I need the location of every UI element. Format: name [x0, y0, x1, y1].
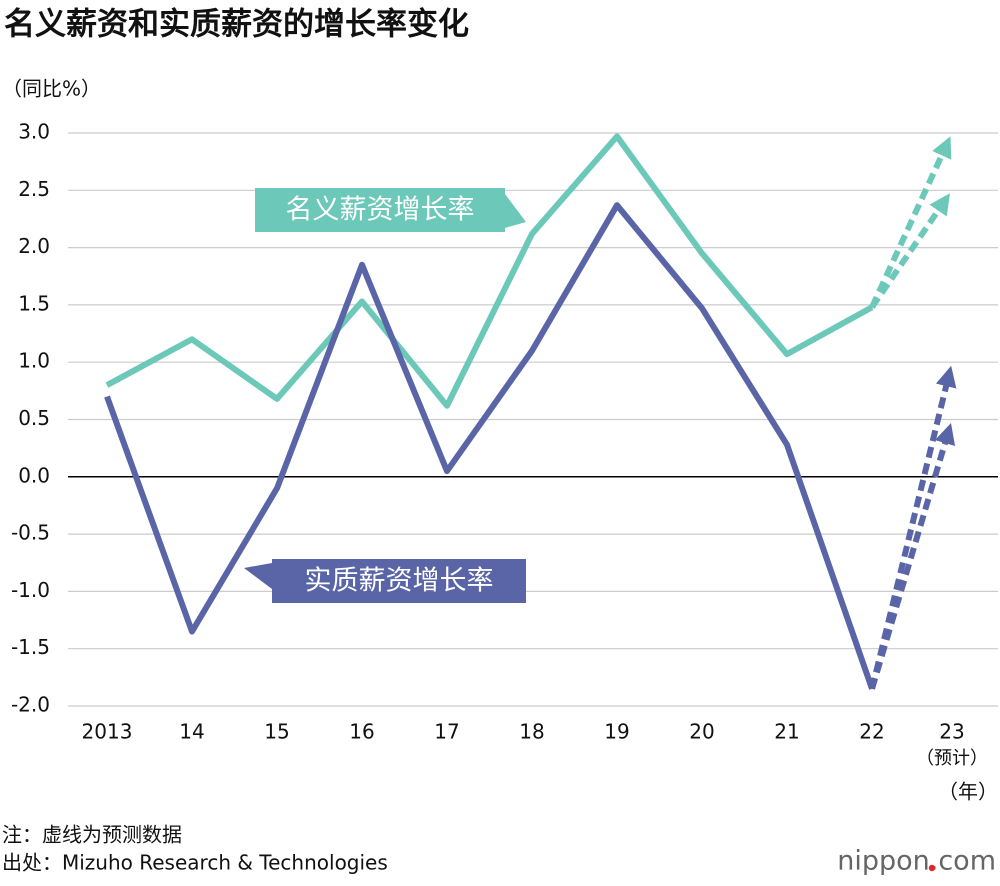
- x-tick-label: 20: [689, 720, 714, 744]
- x-tick-label: 2013: [82, 720, 133, 744]
- y-axis-label: （同比%）: [2, 77, 101, 101]
- x-tick-label: 21: [774, 720, 799, 744]
- note: 注：虚线为预测数据: [2, 823, 182, 847]
- series-line: [105, 133, 874, 409]
- x-axis-label: （年）: [938, 780, 998, 804]
- legend-box: [272, 559, 526, 603]
- logo-dot: [928, 864, 936, 872]
- y-tick-label: 1.0: [18, 349, 50, 373]
- x-tick-label: 17: [434, 720, 459, 744]
- y-tick-label: -0.5: [11, 521, 50, 545]
- y-tick-label: 0.0: [18, 463, 50, 487]
- y-tick-label: -1.5: [11, 635, 50, 659]
- x-tick-label: 22: [859, 720, 884, 744]
- y-tick-label: 2.0: [18, 234, 50, 258]
- legend-box: [255, 188, 505, 232]
- forecast-note: （预计）: [916, 748, 988, 769]
- forecast-arrow: [869, 193, 950, 309]
- legend-pointer: [244, 563, 272, 589]
- legend-label: 实质薪资增长率: [305, 566, 494, 597]
- legend-pointer: [505, 194, 526, 228]
- x-tick-label: 18: [519, 720, 544, 744]
- x-tick-label: 16: [349, 720, 374, 744]
- x-tick-label: 15: [264, 720, 289, 744]
- y-tick-label: 2.5: [18, 177, 50, 201]
- source: 出处：Mizuho Research & Technologies: [2, 851, 388, 875]
- forecast-arrow: [869, 136, 952, 309]
- y-tick-label: 3.0: [18, 120, 50, 144]
- x-tick-label: 23: [939, 720, 964, 744]
- y-tick-label: 1.5: [18, 291, 50, 315]
- series-line: [104, 202, 875, 690]
- legend-label: 名义薪资增长率: [286, 195, 475, 226]
- forecast-arrow: [869, 422, 956, 690]
- y-tick-label: 0.5: [18, 406, 50, 430]
- y-tick-label: -2.0: [11, 693, 50, 717]
- forecast-arrow: [869, 365, 957, 690]
- chart-title: 名义薪资和实质薪资的增长率变化: [4, 7, 469, 43]
- logo: nippon.com: [837, 846, 996, 877]
- x-tick-label: 19: [604, 720, 629, 744]
- y-tick-label: -1.0: [11, 578, 50, 602]
- x-tick-label: 14: [179, 720, 204, 744]
